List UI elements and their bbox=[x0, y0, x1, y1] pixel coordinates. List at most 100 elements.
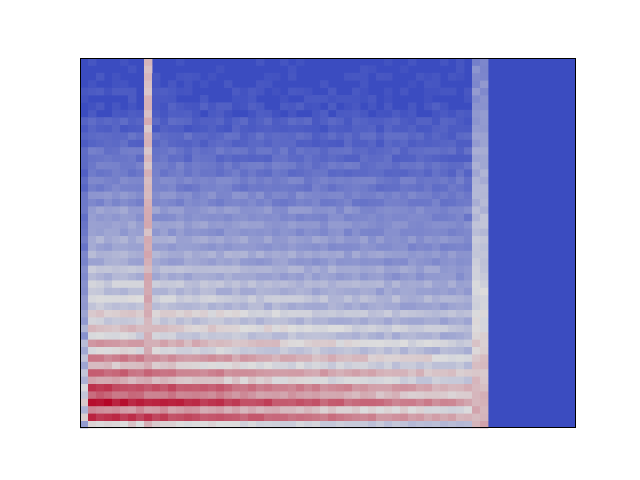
heatmap-cell bbox=[80, 324, 89, 333]
heatmap-cell bbox=[88, 361, 97, 370]
heatmap-cell bbox=[120, 272, 129, 281]
heatmap-cell bbox=[96, 257, 105, 266]
heatmap-cell bbox=[336, 405, 345, 414]
heatmap-cell bbox=[216, 280, 225, 288]
heatmap-cell bbox=[440, 391, 449, 399]
heatmap-cell bbox=[352, 109, 361, 118]
heatmap-cell bbox=[384, 235, 393, 244]
heatmap-cell bbox=[120, 309, 129, 318]
heatmap-cell bbox=[144, 154, 153, 162]
heatmap-cell bbox=[344, 117, 353, 125]
heatmap-cell bbox=[176, 302, 185, 310]
heatmap-cell bbox=[368, 413, 377, 421]
heatmap-cell bbox=[88, 161, 97, 170]
heatmap-cell bbox=[472, 183, 481, 192]
heatmap-cell bbox=[80, 250, 89, 259]
heatmap-cell bbox=[224, 257, 233, 266]
heatmap-cell bbox=[432, 235, 441, 244]
heatmap-cell bbox=[448, 413, 457, 421]
heatmap-cell bbox=[160, 280, 169, 288]
heatmap-cell bbox=[168, 280, 177, 288]
heatmap-cell bbox=[448, 183, 457, 192]
heatmap-cell bbox=[368, 376, 377, 384]
heatmap-cell bbox=[288, 250, 297, 259]
heatmap-cell bbox=[368, 331, 377, 340]
heatmap-cell bbox=[440, 257, 449, 266]
heatmap-cell bbox=[400, 272, 409, 281]
heatmap-cell bbox=[160, 309, 169, 318]
heatmap-cell bbox=[232, 368, 241, 377]
heatmap-cell bbox=[128, 257, 137, 266]
heatmap-cell bbox=[136, 420, 145, 429]
heatmap-cell bbox=[464, 294, 473, 303]
heatmap-cell bbox=[184, 317, 193, 325]
heatmap-cell bbox=[208, 317, 217, 325]
heatmap-cell bbox=[256, 176, 265, 185]
heatmap-cell bbox=[144, 294, 153, 303]
heatmap-cell bbox=[304, 169, 313, 177]
heatmap-cell bbox=[432, 272, 441, 281]
heatmap-cell bbox=[160, 383, 169, 392]
heatmap-cell bbox=[448, 287, 457, 296]
heatmap-cell bbox=[224, 368, 233, 377]
heatmap-cell bbox=[416, 361, 425, 370]
heatmap-cell bbox=[400, 169, 409, 177]
heatmap-cell bbox=[168, 243, 177, 251]
heatmap-cell bbox=[200, 405, 209, 414]
heatmap-cell bbox=[120, 80, 129, 88]
heatmap-cell bbox=[264, 398, 273, 407]
heatmap-cell bbox=[328, 272, 337, 281]
heatmap-cell bbox=[208, 339, 217, 347]
heatmap-cell bbox=[248, 265, 257, 273]
heatmap-cell bbox=[432, 80, 441, 88]
heatmap-cell bbox=[376, 280, 385, 288]
heatmap-cell bbox=[344, 235, 353, 244]
heatmap-cell bbox=[360, 391, 369, 399]
heatmap-cell bbox=[416, 124, 425, 133]
heatmap-cell bbox=[96, 265, 105, 273]
heatmap-cell bbox=[312, 413, 321, 421]
heatmap-cell bbox=[280, 346, 289, 355]
heatmap-cell bbox=[112, 206, 121, 214]
heatmap-cell bbox=[208, 383, 217, 392]
heatmap-cell bbox=[384, 257, 393, 266]
heatmap-cell bbox=[296, 198, 305, 207]
heatmap-cell bbox=[168, 191, 177, 199]
heatmap-cell bbox=[336, 206, 345, 214]
heatmap-cell bbox=[296, 58, 305, 66]
heatmap-cell bbox=[96, 191, 105, 199]
heatmap-cell bbox=[200, 228, 209, 236]
heatmap-cell bbox=[208, 206, 217, 214]
heatmap-cell bbox=[264, 132, 273, 140]
heatmap-cell bbox=[312, 183, 321, 192]
heatmap-cell bbox=[224, 250, 233, 259]
heatmap-cell bbox=[144, 213, 153, 222]
heatmap-cell bbox=[352, 294, 361, 303]
heatmap-cell bbox=[144, 139, 153, 148]
heatmap-cell bbox=[288, 272, 297, 281]
heatmap-cell bbox=[304, 339, 313, 347]
heatmap-cell bbox=[216, 294, 225, 303]
heatmap-cell bbox=[264, 420, 273, 429]
heatmap-cell bbox=[152, 102, 161, 111]
heatmap-cell bbox=[432, 206, 441, 214]
heatmap-cell bbox=[128, 287, 137, 296]
heatmap-cell bbox=[416, 191, 425, 199]
heatmap-cell bbox=[416, 324, 425, 333]
heatmap-cell bbox=[312, 346, 321, 355]
heatmap-cell bbox=[336, 413, 345, 421]
heatmap-cell bbox=[312, 95, 321, 103]
heatmap-cell bbox=[328, 405, 337, 414]
heatmap-cell bbox=[144, 169, 153, 177]
heatmap-cell bbox=[368, 206, 377, 214]
heatmap-cell bbox=[464, 309, 473, 318]
heatmap-cell bbox=[368, 198, 377, 207]
heatmap-cell bbox=[280, 102, 289, 111]
heatmap-cell bbox=[480, 58, 489, 66]
heatmap-cell bbox=[320, 235, 329, 244]
heatmap-cell bbox=[456, 368, 465, 377]
heatmap-cell bbox=[480, 220, 489, 229]
heatmap-cell bbox=[352, 206, 361, 214]
heatmap-cell bbox=[448, 376, 457, 384]
heatmap-cell bbox=[144, 265, 153, 273]
